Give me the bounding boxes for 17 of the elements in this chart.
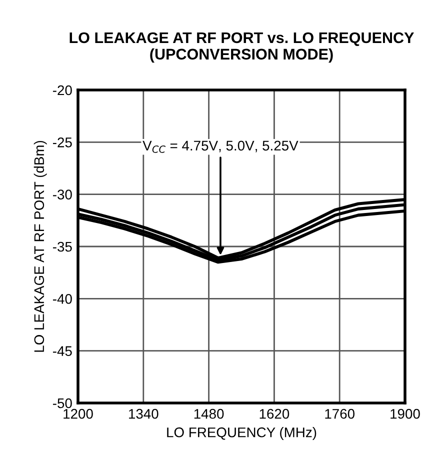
annotation: V$_{CC}$ = 4.75V, 5.0V, 5.25V bbox=[142, 140, 298, 153]
x-axis-title: LO FREQUENCY (MHz) bbox=[167, 427, 316, 440]
x-tick-label: 1200 bbox=[64, 408, 93, 419]
x-tick-label: 1480 bbox=[194, 408, 224, 419]
y-tick-label: -50 bbox=[52, 398, 72, 408]
x-tick-label: 1900 bbox=[390, 408, 420, 419]
y-tick-label: -45 bbox=[52, 346, 72, 356]
y-tick-label: -35 bbox=[52, 242, 72, 252]
x-tick-label: 1620 bbox=[260, 408, 290, 419]
x-tick-label: 1760 bbox=[325, 408, 355, 419]
y-tick-label: -40 bbox=[52, 294, 72, 304]
y-tick-label: -25 bbox=[52, 138, 72, 148]
y-tick-label: -30 bbox=[52, 190, 72, 200]
y-tick-label: -20 bbox=[52, 85, 72, 96]
chart-title: LO LEAKAGE AT RF PORT vs. LO FREQUENCY (UPCONVERSION MODE) bbox=[70, 32, 414, 63]
y-axis-title: LO LEAKAGE AT RF PORT (dBm) bbox=[34, 140, 47, 352]
x-tick-label: 1340 bbox=[129, 408, 158, 419]
